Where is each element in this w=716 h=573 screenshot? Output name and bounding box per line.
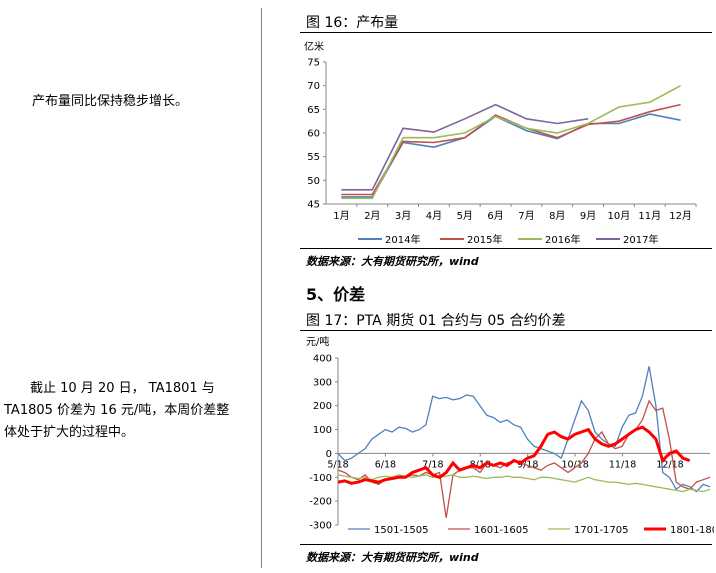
y-tick-label: 100	[313, 425, 332, 436]
x-tick-label: 7/18	[422, 459, 443, 470]
legend-label: 2016年	[545, 233, 580, 246]
legend-label: 2015年	[467, 233, 502, 246]
x-tick-label: 7月	[518, 210, 534, 222]
x-tick-label: 5/18	[327, 459, 348, 470]
x-tick-label: 12月	[669, 210, 692, 222]
figure-16-title-rule	[300, 32, 712, 33]
legend-label: 1601-1605	[474, 525, 529, 536]
x-tick-label: 8月	[549, 210, 565, 222]
y-axis-unit-label: 元/吨	[306, 335, 329, 348]
x-tick-label: 1月	[333, 210, 349, 222]
y-tick-label: -100	[309, 473, 332, 484]
y-tick-label: 200	[313, 401, 332, 412]
figure-17-source: 数据来源：大有期货研究所，wind	[306, 551, 479, 564]
y-tick-label: -200	[309, 497, 332, 508]
paragraph-spread-line-3: 体处于扩大的过程中。	[4, 425, 135, 440]
figure-17-title: 图 17：PTA 期货 01 合约与 05 合约价差	[306, 313, 566, 329]
y-tick-label: 60	[307, 129, 320, 140]
figure-16-bottom-rule	[300, 248, 712, 249]
x-tick-label: 12/18	[656, 459, 683, 470]
y-tick-label: 55	[307, 152, 320, 163]
figure-17-bottom-rule	[300, 544, 712, 545]
figure-16-source: 数据来源：大有期货研究所，wind	[306, 255, 479, 268]
spread-line-chart: 元/吨 -300 -200 -100 0 100 200 300 400 5/18 6/18 7/18…	[306, 335, 714, 536]
x-tick-label: 10/18	[561, 459, 588, 470]
legend-label: 2017年	[623, 233, 658, 246]
section-heading-spread: 5、价差	[306, 285, 366, 304]
production-line-chart: 亿米 45 50 55 60 65 70 75 1月 2月 3月 4月 5月 6月 7月 8月 9月 10月 11月…	[304, 40, 697, 246]
y-tick-label: 70	[307, 81, 320, 92]
column-divider	[261, 8, 262, 568]
legend-label: 1801-1805	[670, 525, 714, 536]
figure-16-title: 图 16：产布量	[306, 15, 399, 31]
series-line-2014年	[341, 113, 681, 198]
x-tick-label: 6/18	[375, 459, 396, 470]
x-tick-label: 11/18	[609, 459, 636, 470]
paragraph-spread-line-2: TA1805 价差为 16 元/吨，本周价差整	[4, 403, 230, 418]
series-line-2017年	[341, 103, 589, 191]
y-tick-label: 0	[326, 449, 332, 460]
series-line-1801-1805	[337, 425, 691, 485]
y-tick-label: 300	[313, 377, 332, 388]
x-tick-label: 4月	[426, 210, 442, 222]
y-tick-label: -300	[309, 521, 332, 532]
legend-label: 2014年	[385, 233, 420, 246]
y-tick-label: 75	[307, 58, 320, 69]
series-line-1501-1505	[337, 366, 711, 493]
y-tick-label: 50	[307, 176, 320, 187]
x-tick-label: 5月	[457, 210, 473, 222]
series-line-2016年	[341, 84, 681, 200]
y-tick-label: 400	[313, 354, 332, 365]
x-tick-label: 9月	[580, 210, 596, 222]
x-tick-label: 2月	[364, 210, 380, 222]
x-tick-label: 6月	[487, 210, 503, 222]
paragraph-production: 产布量同比保持稳步增长。	[32, 94, 189, 109]
figure-17-title-rule	[300, 330, 712, 331]
y-tick-label: 65	[307, 105, 320, 116]
paragraph-spread-line-1: 截止 10 月 20 日， TA1801 与	[30, 381, 215, 396]
x-tick-label: 11月	[638, 210, 661, 222]
paragraph-spread: 截止 10 月 20 日， TA1801 与 TA1805 价差为 16 元/吨…	[4, 378, 256, 444]
legend-label: 1501-1505	[374, 525, 429, 536]
x-tick-label: 3月	[395, 210, 411, 222]
y-axis-unit-label: 亿米	[304, 40, 324, 53]
x-tick-label: 8/18	[470, 459, 491, 470]
y-tick-label: 45	[307, 200, 320, 211]
series-line-1701-1705	[337, 474, 711, 493]
legend-label: 1701-1705	[574, 525, 629, 536]
x-tick-label: 10月	[608, 210, 631, 222]
